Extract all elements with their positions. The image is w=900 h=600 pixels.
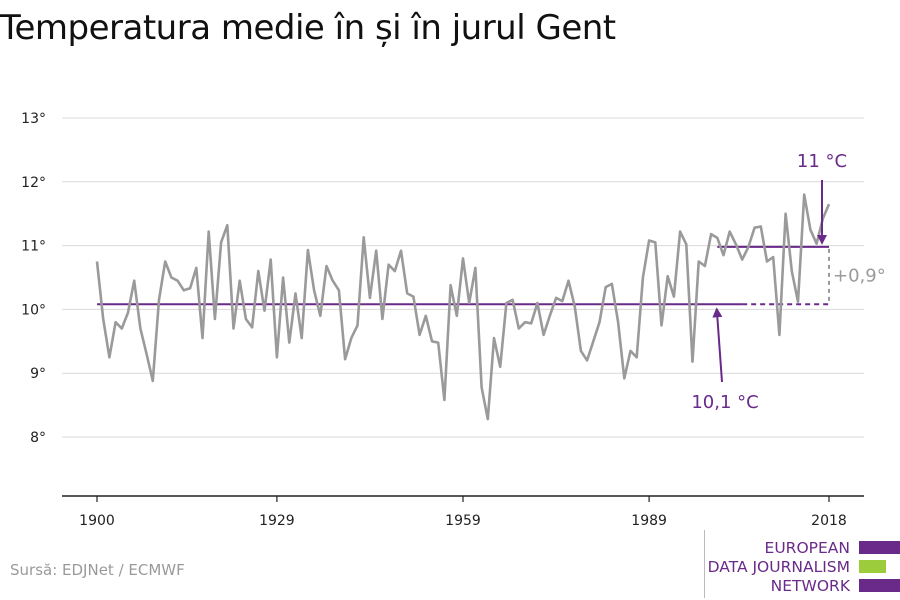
difference-label: +0,9°: [833, 266, 886, 287]
x-axis-ticks: 1900 1929 1959 1989 2018: [79, 496, 847, 529]
logo-text: EUROPEAN DATA JOURNALISM NETWORK: [708, 539, 850, 596]
y-tick-label-13: 13°: [21, 111, 46, 127]
logo-line-2: DATA JOURNALISM: [707, 558, 850, 576]
x-tick-label-1929: 1929: [259, 513, 295, 529]
y-axis-ticks: 8° 9° 10° 11° 12° 13°: [21, 111, 46, 446]
y-tick-label-8: 8°: [30, 430, 46, 446]
chart-title: Temperatura medie în și în jurul Gent: [0, 8, 616, 48]
logo-line-1: EUROPEAN: [764, 539, 850, 557]
logo-divider: [704, 530, 705, 598]
recent-mean-label: 11 °C: [797, 151, 847, 172]
gridlines: [62, 117, 864, 438]
logo-bar-top: [859, 541, 900, 554]
logo-line-3: NETWORK: [770, 577, 850, 595]
x-tick-label-2018: 2018: [811, 513, 847, 529]
baseline-mean-arrow: [712, 307, 723, 383]
y-tick-label-10: 10°: [21, 302, 46, 318]
y-tick-label-9: 9°: [30, 366, 46, 382]
x-tick-label-1959: 1959: [445, 513, 481, 529]
logo-bar-bottom: [859, 579, 900, 592]
logo-bar-middle: [859, 560, 886, 573]
y-tick-label-12: 12°: [21, 175, 46, 191]
temperature-series-line: [95, 193, 831, 421]
source-note: Sursă: EDJNet / ECMWF: [10, 561, 185, 579]
annotations: +0,9° 11 °C 10,1 °C: [691, 151, 885, 413]
baseline-mean-label: 10,1 °C: [691, 392, 758, 413]
x-tick-label-1900: 1900: [79, 513, 115, 529]
y-tick-label-11: 11°: [21, 239, 46, 255]
edjnet-logo: EUROPEAN DATA JOURNALISM NETWORK: [704, 530, 900, 600]
x-tick-label-1989: 1989: [631, 513, 667, 529]
